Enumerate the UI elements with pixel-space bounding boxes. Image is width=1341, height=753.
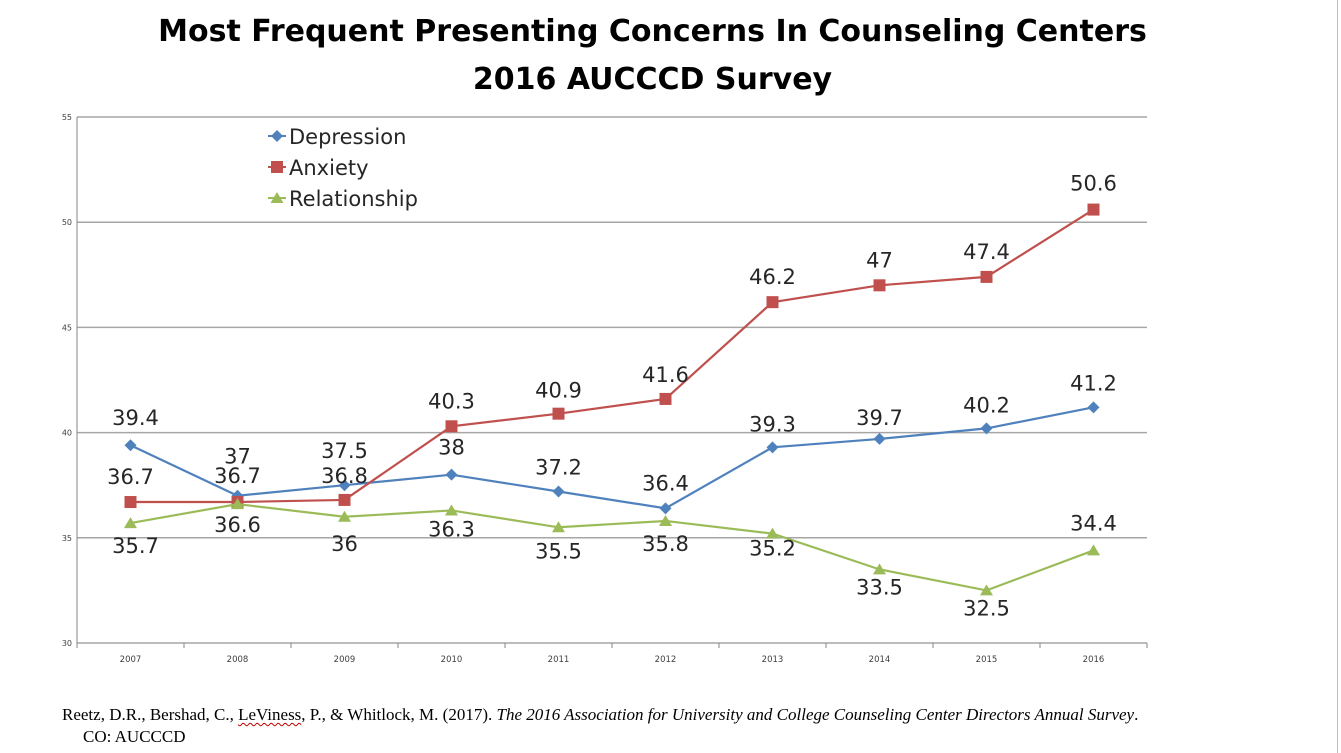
relationship-point-2010 bbox=[445, 504, 458, 516]
y-tick-label-55: 55 bbox=[62, 113, 72, 122]
relationship-data-label-2013: 35.2 bbox=[749, 537, 796, 561]
x-tick-label-2007: 2007 bbox=[120, 655, 142, 665]
anxiety-point-2013 bbox=[766, 296, 779, 309]
relationship-point-2008 bbox=[231, 498, 244, 510]
depression-point-2014 bbox=[873, 432, 886, 445]
anxiety-data-label-2013: 46.2 bbox=[749, 265, 796, 289]
depression-point-2011 bbox=[552, 485, 565, 498]
relationship-point-2016 bbox=[1087, 544, 1100, 556]
citation: Reetz, D.R., Bershad, C., LeViness, P., … bbox=[62, 704, 1332, 748]
x-tick-label-2010: 2010 bbox=[441, 655, 463, 665]
depression-data-label-2014: 39.7 bbox=[856, 406, 903, 430]
citation-authors-rest: , P., & Whitlock, M. (2017). bbox=[301, 705, 497, 724]
x-tick-label-2009: 2009 bbox=[334, 655, 356, 665]
depression-point-2013 bbox=[766, 441, 779, 454]
chart-title-line2: 2016 AUCCCD Survey bbox=[472, 62, 833, 97]
depression-point-2007 bbox=[124, 439, 137, 452]
depression-point-2012 bbox=[659, 502, 672, 515]
citation-authors: Reetz, D.R., Bershad, C., bbox=[62, 705, 239, 724]
y-tick-label-30: 30 bbox=[62, 639, 72, 648]
legend-label-depression: Depression bbox=[289, 125, 406, 149]
depression-point-2010 bbox=[445, 468, 458, 481]
depression-data-label-2009: 37.5 bbox=[321, 439, 368, 463]
relationship-data-label-2012: 35.8 bbox=[642, 532, 689, 556]
depression-data-label-2007: 39.4 bbox=[112, 406, 159, 430]
relationship-point-2014 bbox=[873, 563, 886, 575]
relationship-data-label-2009: 36 bbox=[331, 532, 358, 556]
anxiety-data-label-2011: 40.9 bbox=[535, 379, 582, 403]
relationship-data-label-2011: 35.5 bbox=[535, 539, 582, 563]
anxiety-data-label-2010: 40.3 bbox=[428, 389, 475, 413]
depression-point-2009 bbox=[338, 479, 351, 492]
y-tick-label-35: 35 bbox=[62, 534, 72, 543]
anxiety-point-2015 bbox=[980, 270, 993, 283]
relationship-point-2011 bbox=[552, 521, 565, 533]
citation-author-flagged: LeViness bbox=[238, 705, 302, 724]
depression-data-label-2008: 37 bbox=[224, 445, 251, 469]
anxiety-point-2007 bbox=[124, 496, 137, 509]
relationship-data-label-2007: 35.7 bbox=[112, 534, 159, 558]
depression-point-2016 bbox=[1087, 401, 1100, 414]
legend-label-anxiety: Anxiety bbox=[289, 156, 369, 180]
legend-marker-relationship bbox=[270, 192, 284, 203]
anxiety-data-label-2009: 36.8 bbox=[321, 464, 368, 488]
x-tick-label-2015: 2015 bbox=[976, 655, 998, 665]
depression-series-line bbox=[130, 406, 1094, 510]
relationship-point-2007 bbox=[124, 517, 137, 529]
x-tick-label-2016: 2016 bbox=[1083, 655, 1105, 665]
anxiety-data-label-2014: 47 bbox=[866, 248, 893, 272]
legend-marker-depression bbox=[271, 130, 283, 142]
legend-marker-anxiety bbox=[271, 161, 283, 173]
anxiety-data-label-2016: 50.6 bbox=[1070, 172, 1117, 196]
anxiety-data-label-2008: 36.7 bbox=[214, 464, 261, 488]
line-chart: 30 35 40 45 50 55 2007 2008 2009 2010 2011 2012 2013… bbox=[62, 113, 1148, 665]
anxiety-point-2010 bbox=[445, 420, 458, 433]
relationship-series-line bbox=[130, 503, 1094, 592]
relationship-data-label-2014: 33.5 bbox=[856, 575, 903, 599]
anxiety-data-label-2012: 41.6 bbox=[642, 363, 689, 387]
relationship-data-label-2015: 32.5 bbox=[963, 596, 1010, 620]
depression-point-2015 bbox=[980, 422, 993, 435]
anxiety-point-2014 bbox=[873, 279, 886, 292]
anxiety-point-2009 bbox=[338, 493, 351, 506]
x-tick-label-2008: 2008 bbox=[227, 655, 249, 665]
relationship-data-label-2016: 34.4 bbox=[1070, 511, 1117, 535]
anxiety-point-2012 bbox=[659, 392, 672, 405]
x-tick-label-2014: 2014 bbox=[869, 655, 891, 665]
depression-data-label-2013: 39.3 bbox=[749, 412, 796, 436]
citation-period: . bbox=[1134, 705, 1139, 724]
relationship-point-2012 bbox=[659, 514, 672, 526]
y-tick-label-45: 45 bbox=[62, 323, 72, 332]
anxiety-point-2016 bbox=[1087, 203, 1100, 216]
depression-data-label-2015: 40.2 bbox=[963, 393, 1010, 417]
relationship-point-2013 bbox=[766, 527, 779, 539]
depression-data-label-2012: 36.4 bbox=[642, 471, 689, 495]
y-tick-label-50: 50 bbox=[62, 218, 72, 227]
depression-data-label-2011: 37.2 bbox=[535, 456, 582, 480]
anxiety-data-label-2007: 36.7 bbox=[107, 465, 154, 489]
anxiety-series-line bbox=[130, 208, 1095, 504]
x-tick-label-2012: 2012 bbox=[655, 655, 677, 665]
legend-label-relationship: Relationship bbox=[289, 187, 418, 211]
anxiety-point-2011 bbox=[552, 407, 565, 420]
depression-data-label-2010: 38 bbox=[438, 436, 465, 460]
chart-title-line1: Most Frequent Presenting Concerns In Cou… bbox=[158, 14, 1147, 49]
x-tick-label-2013: 2013 bbox=[762, 655, 784, 665]
relationship-data-label-2008: 36.6 bbox=[214, 513, 261, 537]
depression-data-label-2016: 41.2 bbox=[1070, 371, 1117, 395]
relationship-data-label-2010: 36.3 bbox=[428, 517, 475, 541]
citation-work-title: The 2016 Association for University and … bbox=[496, 705, 1135, 724]
x-tick-label-2011: 2011 bbox=[548, 655, 570, 665]
anxiety-data-label-2015: 47.4 bbox=[963, 240, 1010, 264]
slide-border bbox=[1337, 0, 1338, 753]
citation-publisher: CO: AUCCCD bbox=[83, 727, 186, 746]
relationship-point-2015 bbox=[980, 584, 993, 596]
y-tick-label-40: 40 bbox=[62, 429, 72, 438]
relationship-point-2009 bbox=[338, 510, 351, 522]
